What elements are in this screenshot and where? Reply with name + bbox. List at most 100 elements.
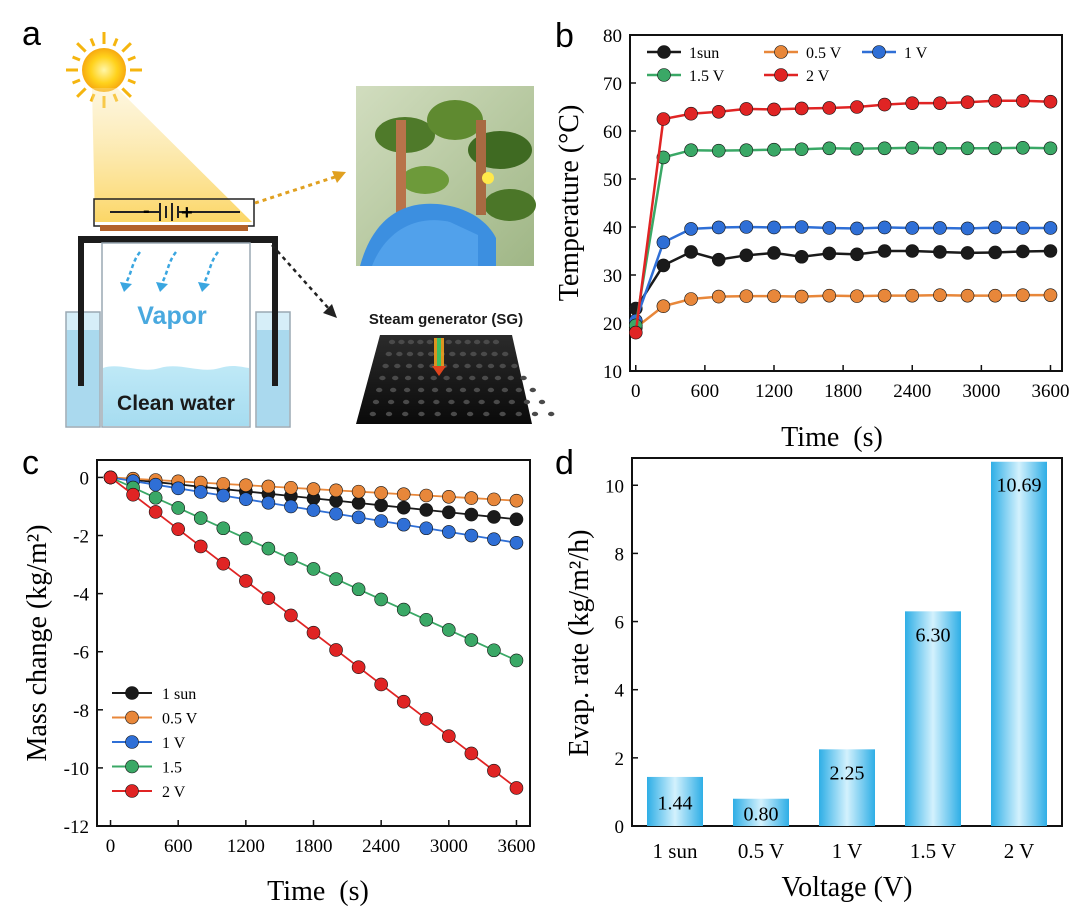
data-point-orange (487, 492, 501, 507)
data-point-green (960, 141, 975, 156)
data-point-blue (374, 514, 388, 528)
sun-ray (72, 78, 81, 85)
x-tick-label: 1800 (295, 836, 333, 857)
data-point-black (442, 505, 456, 520)
x-tick-label: 1.5 V (910, 839, 956, 863)
mesh-hole (464, 339, 471, 345)
mesh-hole (427, 351, 435, 357)
data-point-blue (822, 221, 837, 235)
x-tick-label: 1 V (832, 839, 863, 863)
mesh-hole (473, 387, 481, 393)
data-point-red (822, 101, 837, 115)
legend-label: 0.5 V (806, 45, 842, 62)
data-point-red (711, 105, 726, 119)
bar-value-label: 2.25 (830, 762, 865, 784)
data-point-blue (442, 525, 456, 539)
mesh-hole (491, 351, 498, 357)
data-point-blue (850, 221, 864, 236)
bar-value-label: 6.30 (916, 624, 951, 646)
data-point-orange (822, 288, 837, 303)
data-point-red (684, 106, 698, 121)
data-point-black (739, 248, 754, 263)
mesh-hole (417, 351, 424, 357)
mesh-hole (406, 351, 414, 357)
legend-marker-red (774, 68, 788, 82)
photo-pointer-arrow (254, 174, 339, 205)
data-point-blue (1043, 221, 1058, 235)
legend-label: 0.5 V (162, 711, 198, 728)
series-line-blue (634, 225, 1051, 322)
data-point-black (933, 245, 947, 259)
y-tick-label: -2 (73, 527, 89, 548)
data-point-green (419, 612, 434, 627)
mesh-hole (372, 399, 380, 405)
data-point-green (684, 143, 698, 157)
y-tick-label: -4 (73, 585, 89, 606)
data-point-green (822, 141, 837, 156)
data-point-red (767, 102, 781, 117)
legend-label: 1 V (904, 45, 928, 62)
heater-layer (100, 225, 248, 231)
y-tick-label: 6 (615, 613, 625, 634)
data-point-red (464, 746, 479, 761)
plot-b-series (628, 93, 1058, 340)
data-point-red (419, 712, 434, 726)
mesh-hole (392, 375, 399, 381)
x-tick-label: 3000 (962, 381, 1000, 402)
data-point-red (148, 505, 163, 519)
mesh-hole (396, 351, 403, 357)
data-point-green (988, 141, 1002, 156)
steam-generator-mesh (356, 335, 555, 424)
plot-d-xlabel: Voltage (V) (782, 872, 913, 903)
y-tick-label: 0 (80, 468, 90, 489)
mesh-hole (501, 387, 509, 393)
mesh-hole (492, 339, 500, 345)
mesh-hole (494, 375, 502, 381)
data-point-orange (284, 480, 298, 495)
mesh-hole (387, 399, 395, 405)
data-point-green (216, 521, 231, 536)
mesh-hole (405, 363, 413, 369)
mesh-hole (394, 363, 401, 369)
x-tick-label: 2400 (893, 381, 931, 402)
plot-b-frame (629, 34, 1063, 372)
legend-label: 1sun (689, 45, 719, 62)
y-tick-label: 30 (603, 266, 622, 287)
mesh-hole (487, 363, 495, 369)
sg-pointer-arrow (271, 244, 331, 311)
legend-marker-green (125, 759, 139, 774)
data-point-black (877, 244, 892, 258)
data-point-green (509, 653, 524, 668)
mesh-hole (466, 411, 474, 417)
data-point-black (1016, 244, 1030, 259)
bar-4 (991, 461, 1047, 826)
data-point-blue (396, 517, 411, 532)
data-point-blue (656, 235, 671, 250)
data-point-orange (306, 482, 321, 496)
x-tick-label: 600 (164, 836, 193, 857)
legend-label: 1.5 (162, 760, 182, 777)
legend-marker-blue (872, 45, 886, 59)
mesh-hole (452, 363, 460, 369)
mesh-hole (493, 399, 500, 405)
sun-ray (76, 42, 87, 53)
sun-ray (89, 38, 96, 47)
mesh-hole (464, 363, 471, 369)
legend-marker-green (657, 68, 671, 82)
mesh-hole (379, 375, 386, 381)
y-tick-label: -12 (64, 817, 89, 838)
sun-ray (127, 55, 136, 62)
plot-b-legend: 1sun 0.5 V 1 V 1.5 V 2 V (647, 45, 928, 85)
sun-ray (76, 87, 87, 98)
data-point-green (1043, 141, 1058, 156)
data-point-black (960, 246, 975, 260)
mesh-hole (507, 375, 514, 381)
data-point-blue (767, 220, 781, 235)
battery-icon (110, 203, 240, 221)
data-point-red (988, 93, 1002, 108)
plot-c-series (103, 470, 524, 795)
mesh-hole (499, 363, 506, 369)
sun-ray (112, 38, 119, 47)
data-point-orange (933, 288, 947, 302)
data-point-red (351, 660, 366, 674)
